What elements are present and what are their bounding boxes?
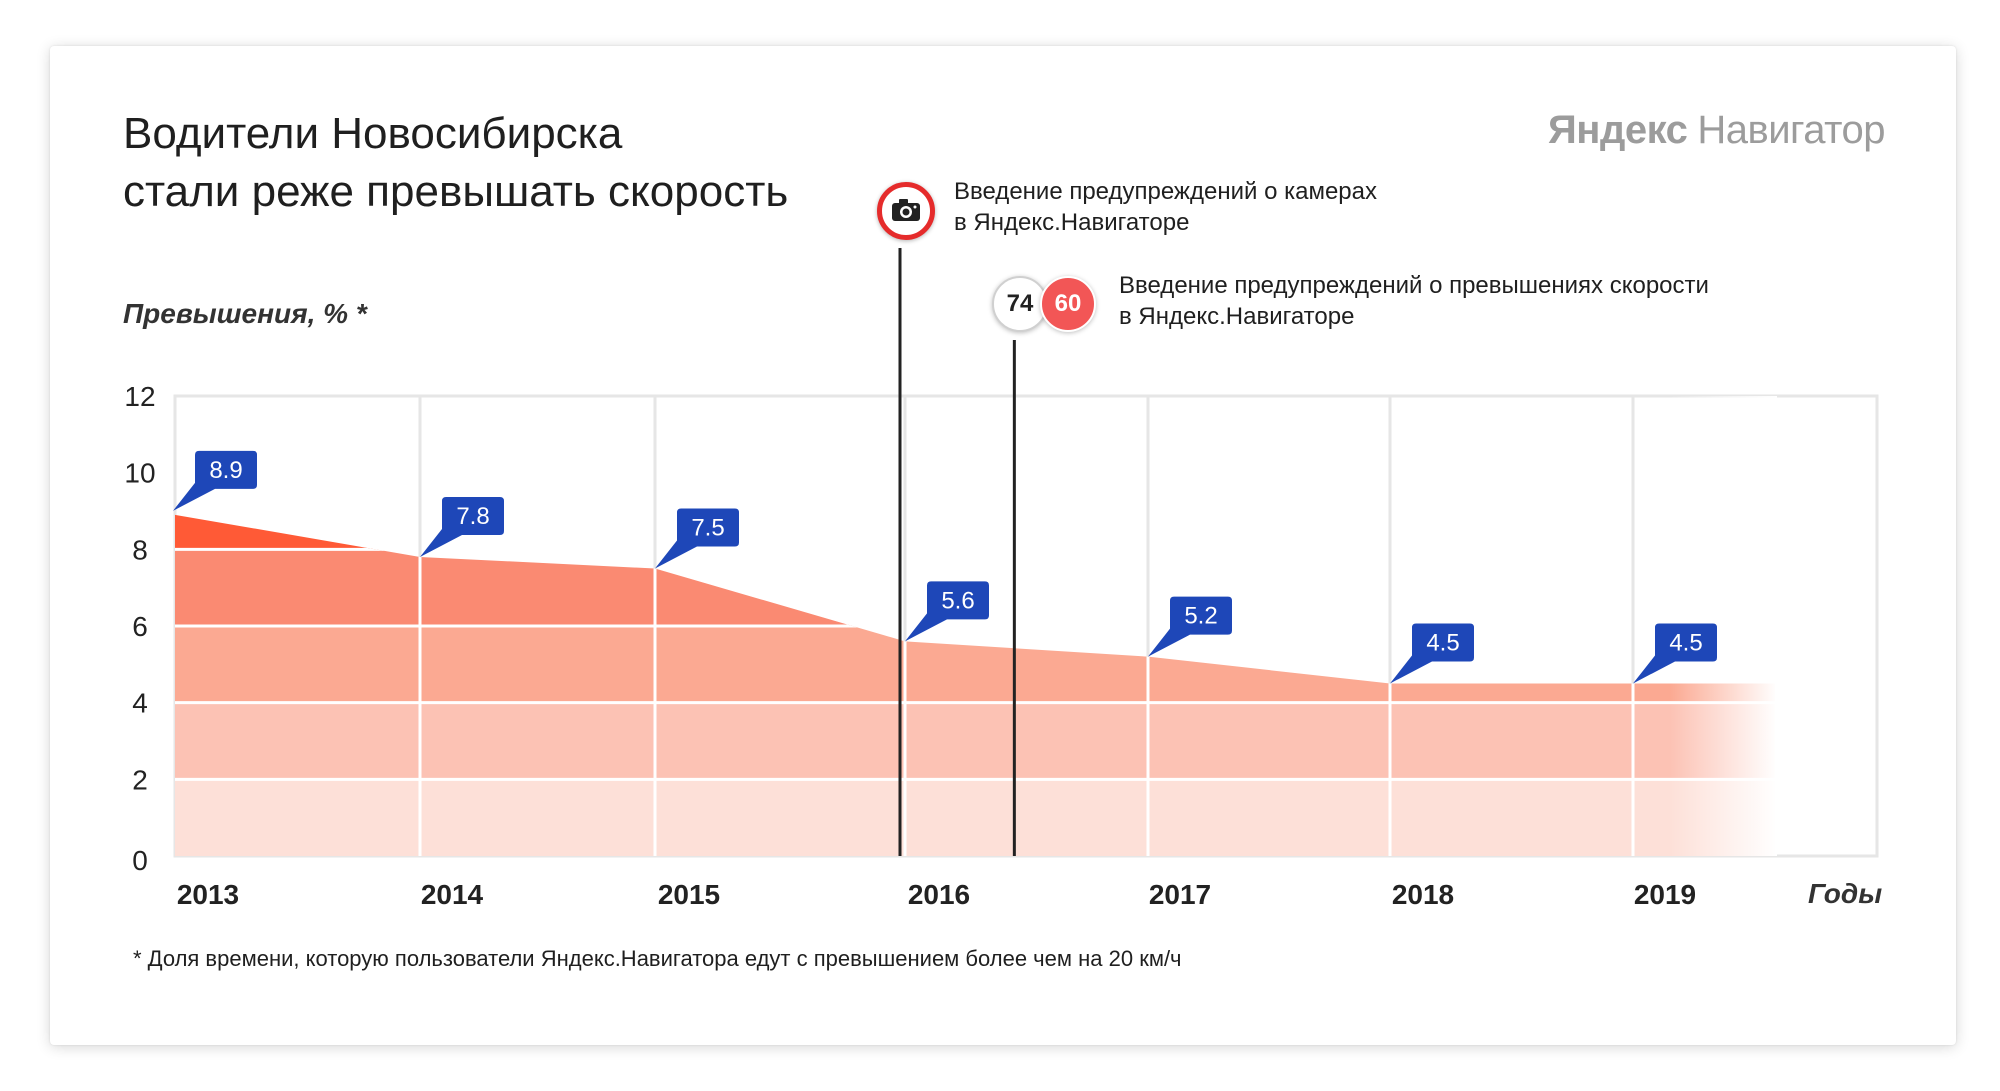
value-callout	[420, 497, 504, 557]
y-tick-label: 2	[132, 764, 148, 795]
annotation-cameras-line-2: в Яндекс.Навигаторе	[954, 209, 1190, 236]
area-bands	[175, 514, 1775, 856]
chart-title-line-1: Водители Новосибирска	[123, 109, 623, 158]
value-callout	[1633, 623, 1717, 684]
area-band	[175, 626, 1775, 703]
value-label: 5.6	[941, 587, 974, 614]
value-label: 5.2	[1184, 603, 1217, 630]
axes: 0 2 4 6 8 10 12 2013 2014 2015 2016 2017 2018 2019	[124, 381, 1696, 910]
y-tick-label: 10	[124, 458, 155, 489]
x-tick-label: 2019	[1634, 879, 1696, 910]
value-callout	[1390, 623, 1474, 684]
speed-limit-sign-60: 60	[1040, 276, 1096, 332]
value-label: 7.5	[691, 515, 724, 542]
value-callout	[173, 450, 257, 511]
brand-yandex: Яндекс	[1548, 108, 1688, 152]
annotation-cameras-line-1: Введение предупреждений о камерах	[954, 178, 1377, 205]
y-tick-label: 4	[132, 688, 148, 719]
area-band	[175, 702, 1775, 780]
brand-navigator: Навигатор	[1697, 108, 1885, 152]
chart-card	[50, 46, 1956, 1045]
value-label: 4.5	[1426, 630, 1459, 657]
x-axis-label: Годы	[1808, 878, 1883, 909]
x-tick-label: 2013	[177, 879, 239, 910]
y-tick-label: 12	[124, 381, 155, 412]
value-label: 7.8	[456, 503, 489, 530]
value-callout	[1148, 596, 1232, 657]
value-label: 8.9	[209, 457, 242, 484]
y-tick-label: 8	[132, 534, 148, 565]
annotation-cameras: Введение предупреждений о камерах в Янде…	[954, 176, 1377, 238]
value-callout	[655, 508, 739, 569]
y-axis-label: Превышения, % *	[123, 298, 367, 329]
y-tick-label: 6	[132, 611, 148, 642]
y-tick-label: 0	[132, 845, 148, 876]
yandex-navigator-logo: Яндекс Навигатор	[1548, 108, 1885, 153]
area-band	[175, 514, 1775, 550]
x-tick-label: 2015	[658, 879, 720, 910]
annotation-speeding: Введение предупреждений о превышениях ск…	[1119, 270, 1709, 332]
camera-warning-icon	[877, 182, 935, 240]
speed-limit-sign-74: 74	[992, 276, 1048, 332]
x-tick-label: 2014	[421, 879, 484, 910]
chart-title: Водители Новосибирска стали реже превыша…	[123, 105, 788, 221]
x-tick-label: 2016	[908, 879, 970, 910]
footnote: * Доля времени, которую пользователи Янд…	[133, 946, 1182, 971]
area-band	[175, 779, 1775, 856]
chart-title-line-2: стали реже превышать скорость	[123, 167, 789, 216]
value-callout	[905, 581, 989, 642]
annotation-speeding-line-1: Введение предупреждений о превышениях ск…	[1119, 272, 1709, 299]
value-label: 4.5	[1669, 630, 1702, 657]
annotation-speeding-line-2: в Яндекс.Навигаторе	[1119, 303, 1355, 330]
area-fill	[175, 396, 1777, 856]
value-callouts: 8.9 7.8 7.5 5.6 5.2 4.5 4.5	[173, 450, 1717, 684]
x-tick-label: 2018	[1392, 879, 1454, 910]
event-markers	[898, 248, 1016, 856]
x-tick-label: 2017	[1149, 879, 1211, 910]
